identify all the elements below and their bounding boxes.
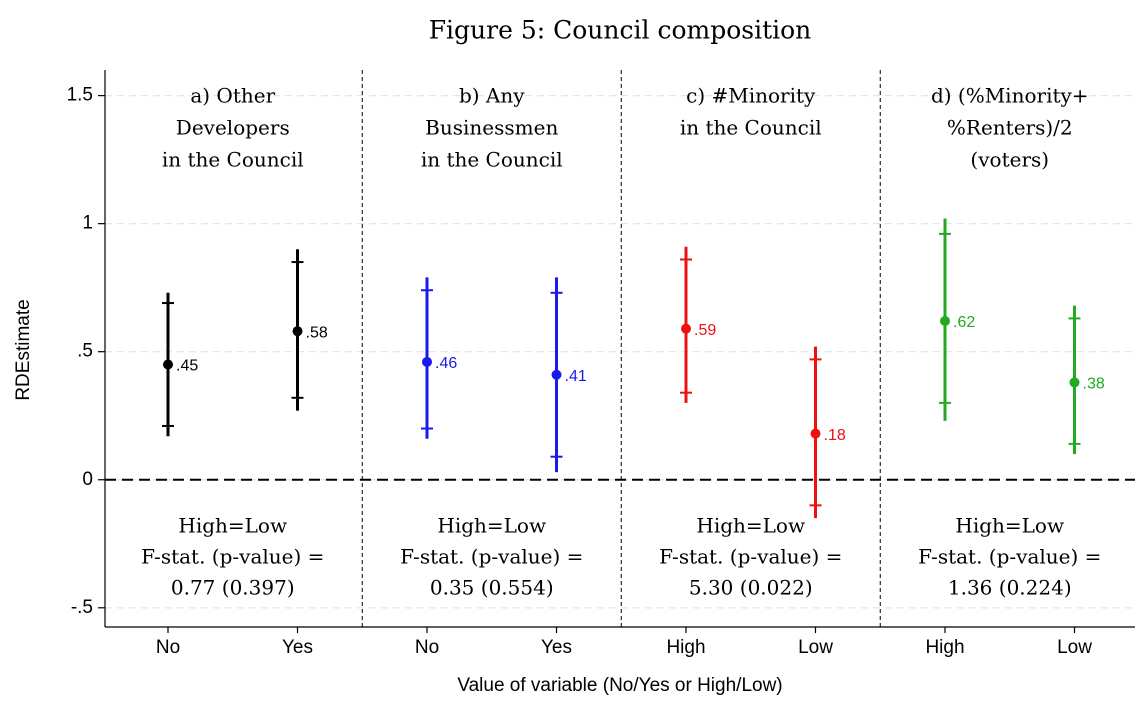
- panel-annotation: 1.36 (0.224): [948, 576, 1072, 600]
- panel-title: %Renters)/2: [947, 116, 1073, 140]
- x-tick-label: High: [925, 637, 964, 658]
- y-tick-label: 0: [82, 469, 93, 490]
- panel-annotation: F-stat. (p-value) =: [918, 545, 1101, 569]
- x-tick-label: High: [666, 637, 705, 658]
- y-axis-label: RDEstimate: [13, 299, 34, 400]
- x-tick-label: No: [415, 637, 439, 658]
- panel-annotation: F-stat. (p-value) =: [659, 545, 842, 569]
- panel-annotation: 0.77 (0.397): [171, 576, 295, 600]
- panel-title: in the Council: [162, 148, 304, 172]
- panel-annotation: High=Low: [696, 514, 805, 538]
- panel-annotation: F-stat. (p-value) =: [141, 545, 324, 569]
- value-label: .38: [1083, 376, 1105, 393]
- point-estimate: [810, 428, 821, 439]
- x-tick-label: Low: [1057, 637, 1092, 658]
- panel-annotation: High=Low: [955, 514, 1064, 538]
- panel-annotation: 0.35 (0.554): [430, 576, 554, 600]
- y-tick-label: 1: [82, 213, 93, 234]
- point-estimate: [551, 369, 562, 380]
- panel-annotation: High=Low: [178, 514, 287, 538]
- panel-title: c) #Minority: [686, 84, 816, 108]
- value-label: .58: [306, 324, 328, 341]
- y-tick-label: 1.5: [67, 85, 93, 106]
- panel-title: in the Council: [680, 116, 822, 140]
- value-label: .59: [694, 322, 716, 339]
- point-estimate: [940, 315, 950, 326]
- value-label: .62: [953, 314, 975, 331]
- panel-title: Businessmen: [425, 116, 558, 140]
- panel-annotation: 5.30 (0.022): [689, 576, 813, 600]
- value-label: .41: [565, 368, 587, 385]
- panel-title: (voters): [970, 148, 1049, 172]
- value-label: .46: [435, 355, 457, 372]
- value-label: .45: [176, 358, 198, 375]
- point-estimate: [1069, 377, 1080, 388]
- x-tick-label: Yes: [282, 637, 313, 658]
- y-tick-label: -.5: [71, 597, 93, 618]
- y-tick-label: .5: [77, 341, 93, 362]
- panel-annotation: F-stat. (p-value) =: [400, 545, 583, 569]
- x-tick-label: Yes: [541, 637, 572, 658]
- value-label: .18: [824, 427, 846, 444]
- x-tick-label: Low: [798, 637, 833, 658]
- panel-title: in the Council: [421, 148, 563, 172]
- x-tick-label: No: [156, 637, 180, 658]
- panel-title: d) (%Minority+: [931, 84, 1089, 108]
- point-estimate: [681, 323, 691, 334]
- panel-title: Developers: [176, 116, 290, 140]
- panel-title: b) Any: [459, 84, 525, 108]
- x-axis-label: Value of variable (No/Yes or High/Low): [457, 675, 782, 696]
- chart-title: Figure 5: Council composition: [429, 16, 812, 45]
- panel-title: a) Other: [190, 84, 275, 108]
- point-estimate: [163, 359, 173, 370]
- panel-annotation: High=Low: [437, 514, 546, 538]
- point-estimate: [292, 326, 303, 337]
- point-estimate: [422, 356, 432, 367]
